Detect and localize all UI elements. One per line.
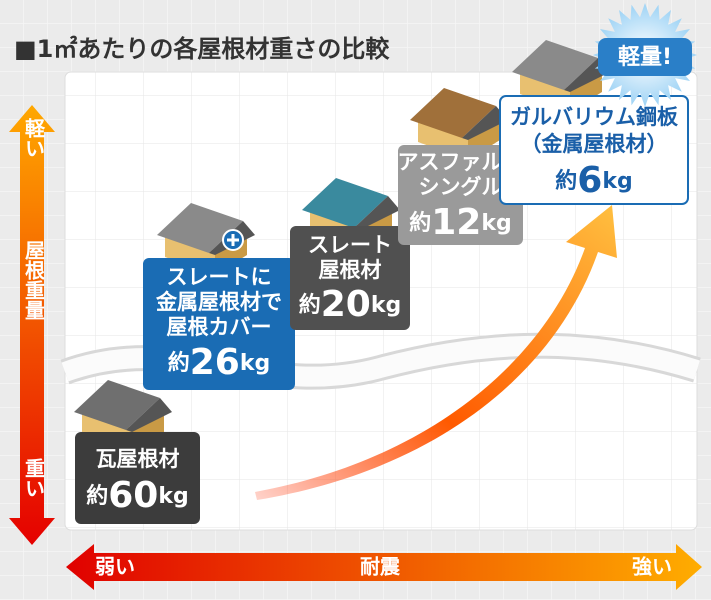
- trend-arrow: [255, 205, 617, 500]
- y-bottom-label: 重い: [22, 458, 46, 498]
- title: ■1㎡あたりの各屋根材重さの比較: [14, 35, 390, 63]
- weight-unit: kg: [602, 169, 632, 194]
- item-name: 瓦屋根材: [96, 447, 180, 471]
- item-box: [290, 226, 410, 330]
- items: 瓦屋根材約60kgスレートに金属屋根材で屋根カバー約26kgスレート屋根材約20…: [74, 40, 689, 524]
- weight-unit: kg: [158, 484, 188, 509]
- item-box: [75, 432, 200, 524]
- item-weight: 約12kg: [409, 202, 512, 243]
- weight-number: 60: [108, 475, 158, 516]
- house-roof: [512, 40, 598, 90]
- item-name: 屋根材: [319, 258, 382, 282]
- x-left-label: 弱い: [95, 555, 135, 579]
- item-weight: 約26kg: [168, 342, 271, 383]
- weight-number: 26: [190, 342, 240, 383]
- weight-number: 12: [431, 202, 481, 243]
- x-right-label: 強い: [632, 555, 672, 579]
- badge-text: 軽量!: [618, 44, 672, 70]
- item-box: [143, 258, 295, 390]
- weight-prefix: 約: [168, 350, 190, 376]
- badge: [598, 38, 692, 76]
- weight-unit: kg: [371, 293, 401, 318]
- weight-prefix: 約: [86, 483, 108, 509]
- item-name: スレートに: [167, 265, 272, 289]
- item-box: [398, 145, 523, 245]
- house-roof-end: [126, 398, 172, 432]
- item-name: （金属屋根材）: [521, 132, 668, 156]
- x-axis-label: 耐震: [360, 555, 401, 579]
- y-top-label: 軽い: [22, 118, 46, 158]
- house-roof: [302, 178, 388, 228]
- item-weight: 約6kg: [555, 160, 632, 201]
- weight-prefix: 約: [299, 292, 321, 318]
- weight-prefix: 約: [555, 168, 577, 194]
- weight-number: 20: [321, 284, 371, 325]
- item-name: ガルバリウム鋼板: [510, 105, 679, 129]
- house-roof: [74, 380, 160, 430]
- house-roof-end: [354, 196, 400, 230]
- house-roof-end: [462, 106, 508, 140]
- item-weight: 約20kg: [299, 284, 402, 325]
- weight-unit: kg: [481, 211, 511, 236]
- item-name: スレート: [308, 233, 392, 257]
- item-name: シングル: [419, 175, 503, 199]
- weight-number: 6: [577, 160, 602, 201]
- x-arrow: [66, 544, 702, 590]
- y-axis-label: 屋根重量: [22, 240, 46, 320]
- item-weight: 約60kg: [86, 475, 189, 516]
- item-name: 屋根カバー: [167, 315, 272, 339]
- house-roof: [157, 203, 243, 253]
- weight-prefix: 約: [409, 210, 431, 236]
- item-name: 金属屋根材で: [155, 290, 282, 314]
- weight-unit: kg: [240, 351, 270, 376]
- item-box: [499, 95, 689, 205]
- y-arrow: [9, 105, 55, 545]
- plus-sign: [227, 234, 239, 246]
- house-roof: [410, 88, 496, 138]
